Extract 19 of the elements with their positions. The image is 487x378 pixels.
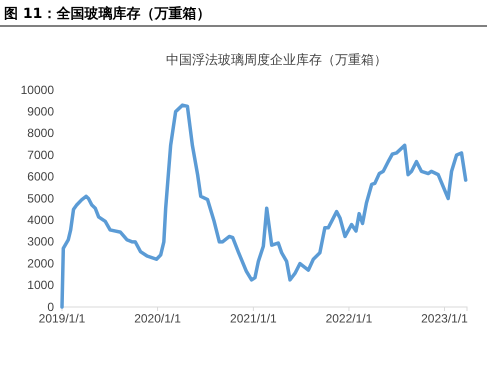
y-tick-label: 1000 [27,278,54,292]
chart-title: 图 11：全国玻璃库存（万重箱） [4,5,210,22]
x-tick-label: 2023/1/1 [421,312,468,326]
x-tick-label: 2020/1/1 [134,312,182,326]
x-tick-label: 2022/1/1 [326,312,373,326]
x-tick-label: 2021/1/1 [230,312,278,326]
y-tick-label: 6000 [27,170,54,184]
y-tick-label: 8000 [27,126,54,140]
line-series [60,103,468,309]
y-tick-label: 7000 [27,148,54,162]
y-tick-label: 3000 [27,234,54,249]
y-tick-label: 5000 [27,191,54,206]
x-tick-label: 2019/1/1 [38,312,86,326]
y-tick-label: 9000 [27,104,54,119]
y-tick-label: 0 [47,300,54,314]
chart-subtitle: 中国浮法玻璃周度企业库存（万重箱） [166,52,387,68]
y-tick-label: 4000 [27,213,54,228]
y-tick-label: 10000 [20,82,54,97]
y-tick-label: 2000 [27,256,54,270]
